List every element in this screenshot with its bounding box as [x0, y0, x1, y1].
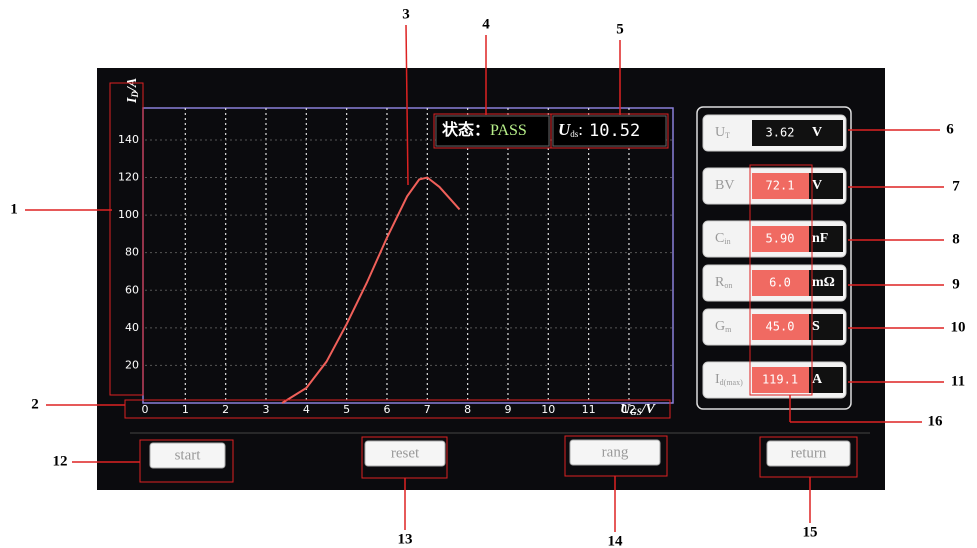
callout-number: 14 [608, 533, 624, 548]
button-label: return [791, 445, 827, 461]
y-tick-label: 40 [125, 321, 139, 334]
callout-number: 2 [31, 396, 39, 412]
callout-number: 1 [10, 201, 18, 217]
measure-unit: V [812, 178, 822, 193]
measure-unit: V [812, 125, 822, 140]
name-sub: m [725, 325, 732, 334]
callout-number: 9 [952, 276, 960, 292]
measure-value: 5.90 [766, 232, 795, 246]
status: 状态：PASS [442, 120, 527, 139]
x-tick-label: 7 [424, 403, 431, 416]
callout-number: 3 [402, 6, 410, 22]
y-tick-label: 80 [125, 246, 139, 259]
x-tick-label: 2 [222, 403, 229, 416]
callout-number: 4 [482, 16, 490, 32]
measure-value: 72.1 [766, 179, 795, 193]
callout-number: 6 [946, 121, 954, 137]
voltage-value: 10.52 [589, 121, 640, 141]
x-tick-label: 9 [504, 403, 511, 416]
callout-number: 5 [616, 21, 624, 37]
x-tick-label: 3 [262, 403, 269, 416]
measure-unit: A [812, 372, 823, 387]
y-tick-label: 20 [125, 358, 139, 371]
callout-number: 8 [952, 231, 960, 247]
button-label: reset [391, 445, 420, 461]
x-tick-label: 11 [582, 403, 596, 416]
label-unit: /A [125, 78, 140, 92]
name-main: G [715, 319, 725, 334]
name-main: BV [715, 178, 734, 193]
callout-number: 12 [53, 453, 68, 469]
name-main: C [715, 231, 724, 246]
name-main: U [715, 125, 725, 140]
label-unit: /V [641, 402, 657, 417]
button-label: rang [602, 444, 629, 460]
label-sub: GS [630, 407, 642, 417]
measure-value: 3.62 [766, 126, 795, 140]
callout-number: 7 [952, 178, 960, 194]
measure-name: BV [715, 178, 734, 193]
voltage-symbol: U [558, 120, 571, 139]
measure-unit: mΩ [812, 275, 835, 290]
button-label: start [175, 447, 202, 463]
measure-value: 119.1 [762, 373, 798, 387]
y-tick-label: 60 [125, 283, 139, 296]
y-tick-label: 120 [118, 171, 139, 184]
x-tick-label: 10 [541, 403, 555, 416]
name-sub: on [724, 281, 732, 290]
screen-photo: 012345678910111220406080100120140ID/AUGS… [0, 0, 977, 548]
x-tick-label: 0 [142, 403, 149, 416]
status-value: PASS [490, 122, 527, 139]
callout-number: 13 [398, 531, 413, 547]
x-tick-label: 4 [303, 403, 310, 416]
callout-number: 16 [928, 413, 944, 429]
status-label: 状态： [442, 120, 490, 139]
measure-value: 6.0 [769, 276, 791, 290]
y-axis-label: ID/A [125, 78, 140, 104]
measure-value: 45.0 [766, 320, 795, 334]
name-sub: T [725, 131, 730, 140]
x-tick-label: 5 [343, 403, 350, 416]
voltage-sep: : [578, 120, 583, 139]
y-tick-label: 100 [118, 208, 139, 221]
name-sub: in [724, 237, 730, 246]
y-tick-label: 140 [118, 133, 139, 146]
callout-number: 10 [951, 319, 966, 335]
callout-number: 15 [803, 524, 818, 540]
x-tick-label: 1 [182, 403, 189, 416]
name-sub: d(max) [720, 378, 743, 387]
callout-number: 11 [951, 373, 965, 389]
measure-unit: S [812, 319, 820, 334]
x-tick-label: 8 [464, 403, 471, 416]
x-tick-label: 6 [383, 403, 390, 416]
measure-unit: nF [812, 231, 828, 246]
